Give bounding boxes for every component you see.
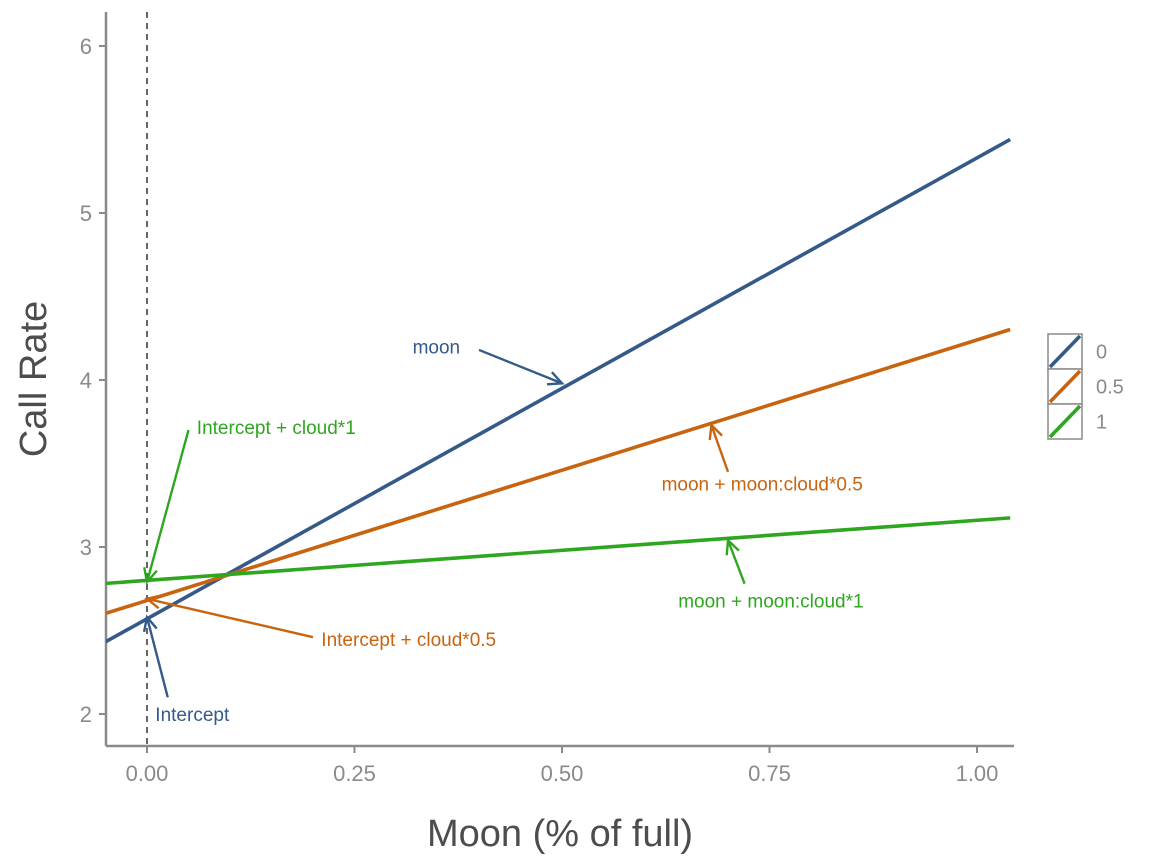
x-tick-label: 1.00: [956, 761, 999, 786]
annotations: moon Intercept + cloud*1 moon + moon:cloud…: [142, 338, 864, 726]
series-lines: [106, 137, 1012, 644]
annotation-label: Intercept: [155, 705, 230, 726]
y-tick-label: 3: [80, 535, 92, 560]
y-tick-label: 6: [80, 34, 92, 59]
x-tick-label: 0.00: [126, 761, 169, 786]
legend-key: [1047, 403, 1083, 440]
annotation-label: moon + moon:cloud*0.5: [662, 475, 863, 496]
annotation-arrowhead: [546, 371, 565, 386]
legend-label: 0.5: [1096, 377, 1124, 399]
x-tick-label: 0.75: [748, 761, 791, 786]
annotation-arrow: [146, 597, 314, 639]
annotation-label: Intercept + cloud*1: [197, 418, 356, 439]
axis-lines: [104, 12, 1014, 748]
annotation-arrow: [145, 429, 190, 583]
annotation-label: moon: [413, 338, 461, 359]
series-line-1: [106, 516, 1011, 586]
y-tick-label: 5: [80, 201, 92, 226]
annotation-label: Intercept + cloud*0.5: [321, 630, 496, 651]
annotation-arrowhead: [708, 422, 723, 441]
series-line-0-5: [106, 327, 1011, 616]
legend-label: 0: [1096, 342, 1107, 364]
annotation-arrow: [726, 539, 746, 585]
y-axis-title: Call Rate: [13, 301, 55, 457]
annotation-arrowhead: [143, 567, 158, 585]
annotation-arrowhead: [144, 594, 162, 610]
legend-key: [1047, 368, 1083, 405]
annotation-arrow: [145, 616, 169, 698]
annotation-label: moon + moon:cloud*1: [678, 591, 863, 612]
annotation-arrowhead: [725, 537, 740, 556]
x-tick-label: 0.25: [333, 761, 376, 786]
legend-label: 1: [1096, 412, 1107, 434]
legend: 00.51: [1047, 333, 1124, 440]
x-tick-label: 0.50: [541, 761, 584, 786]
y-tick-label: 2: [80, 702, 92, 727]
legend-key: [1047, 333, 1083, 370]
y-ticks: 2 3 4 5 6: [80, 34, 106, 727]
annotation-arrow: [478, 348, 563, 385]
x-axis-title: Moon (% of full): [427, 813, 693, 855]
y-tick-label: 4: [80, 368, 92, 393]
annotation-arrowhead: [142, 614, 158, 633]
x-ticks: 0.00 0.25 0.50 0.75 1.00: [126, 746, 999, 786]
series-line-0: [106, 137, 1012, 644]
annotation-arrow: [710, 424, 730, 473]
